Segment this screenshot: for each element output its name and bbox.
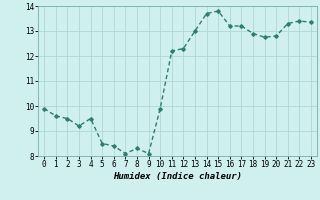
- X-axis label: Humidex (Indice chaleur): Humidex (Indice chaleur): [113, 172, 242, 181]
